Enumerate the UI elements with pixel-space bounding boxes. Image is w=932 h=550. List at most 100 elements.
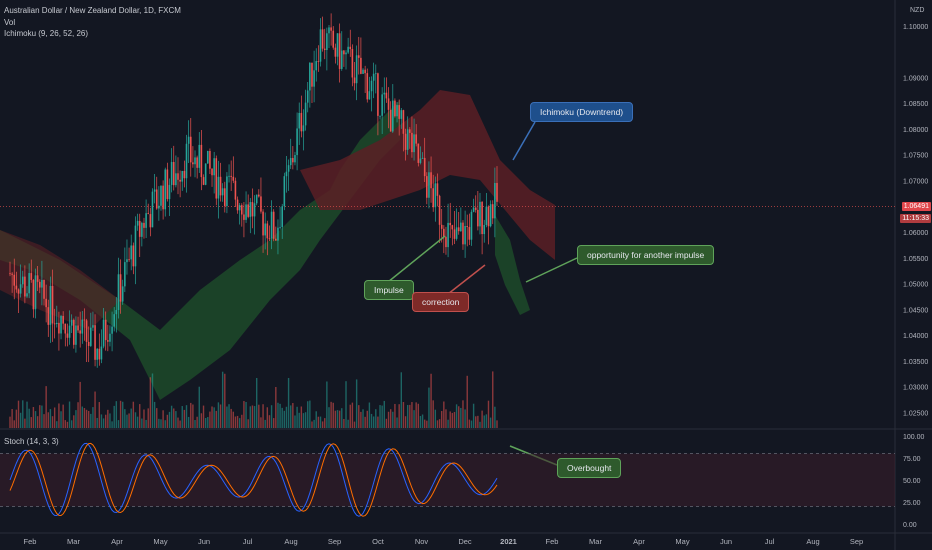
volume-bar [411, 402, 413, 428]
volume-bar [481, 410, 483, 428]
volume-bar [436, 420, 439, 428]
volume-bar [464, 409, 466, 428]
volume-bar [409, 404, 411, 428]
candle-body [387, 98, 390, 110]
volume-bar [434, 409, 437, 428]
axis-unit-label: NZD [910, 7, 924, 14]
volume-bar [17, 400, 20, 428]
candle-body [72, 319, 75, 345]
candle-body [268, 238, 271, 240]
candle-body [185, 143, 188, 179]
correction-arrow [447, 264, 486, 295]
candle-body [345, 52, 347, 55]
volume-bar [32, 407, 35, 428]
candle-body [230, 175, 232, 177]
candle-body [323, 48, 326, 51]
candle-body [321, 29, 324, 49]
candle-body [200, 144, 203, 178]
candle-body [292, 158, 294, 163]
volume-bar [215, 410, 217, 428]
volume-bar [58, 403, 60, 428]
volume-bar [307, 401, 309, 428]
volume-bar [168, 411, 171, 428]
candle-body [53, 323, 56, 325]
volume-bar [68, 401, 71, 428]
candle-body [202, 177, 205, 185]
volume-bar [296, 406, 298, 428]
time-tick-label: Apr [633, 537, 645, 546]
volume-bar [404, 416, 407, 428]
candle-body [349, 46, 352, 50]
candle-body [90, 327, 92, 346]
time-tick-label: May [675, 537, 689, 546]
candle-body [355, 55, 358, 84]
candle-body [434, 183, 437, 208]
candle-body [232, 176, 235, 181]
candle-body [13, 274, 16, 286]
candle-body [347, 46, 349, 53]
volume-bar [270, 405, 273, 428]
candle-body [262, 211, 264, 236]
candle-body [217, 176, 220, 199]
candle-body [436, 183, 439, 196]
candle-body [389, 109, 392, 132]
candle-body [228, 175, 230, 177]
candle-body [187, 136, 190, 144]
candle-body [328, 27, 330, 34]
volume-bar [28, 408, 30, 428]
volume-bar [179, 420, 181, 428]
candle-body [136, 220, 139, 226]
candle-body [160, 185, 162, 206]
candle-body [36, 275, 39, 282]
volume-bar [483, 415, 485, 428]
candle-body [17, 289, 20, 294]
volume-bar [96, 417, 98, 428]
price-tick-label: 1.07500 [903, 153, 928, 160]
volume-bar [141, 418, 143, 428]
volume-bar [266, 407, 269, 428]
candle-body [411, 132, 413, 153]
candle-body [198, 144, 201, 168]
volume-bar [245, 401, 247, 428]
volume-bar [173, 408, 175, 428]
volume-bar [377, 416, 379, 428]
symbol-title: Australian Dollar / New Zealand Dollar, … [4, 6, 181, 15]
candle-body [243, 214, 245, 220]
candle-body [462, 222, 464, 245]
volume-bar [102, 418, 105, 428]
candle-body [238, 205, 241, 211]
price-tick-label: 1.08500 [903, 101, 928, 108]
candle-body [379, 115, 381, 117]
time-tick-label: Dec [458, 537, 472, 546]
candle-body [428, 172, 430, 198]
annotation-correction: correction [412, 292, 470, 312]
price-tick-label: 1.05000 [903, 282, 928, 289]
candle-body [343, 50, 345, 55]
candle-body [477, 209, 479, 227]
candle-body [304, 102, 307, 126]
candle-body [11, 273, 13, 275]
volume-bar [85, 409, 88, 428]
volume-bar [236, 415, 239, 428]
candle-body [298, 112, 301, 129]
candle-body [111, 326, 113, 334]
candle-body [130, 245, 133, 260]
candle-body [28, 273, 30, 294]
candle-body [234, 180, 237, 200]
time-tick-label: Mar [589, 537, 602, 546]
volume-bar [294, 415, 296, 428]
volume-bar [487, 400, 490, 428]
candle-body [226, 176, 228, 206]
volume-bar [217, 402, 220, 428]
volume-bar [73, 415, 75, 428]
volume-bar [232, 411, 234, 428]
candle-body [451, 225, 454, 230]
volume-bar [22, 400, 24, 428]
candle-body [270, 211, 273, 239]
volume-bar [298, 412, 300, 428]
volume-bar [489, 417, 492, 428]
volume-bar [370, 413, 373, 428]
volume-bar [392, 411, 394, 428]
candle-body [311, 62, 313, 87]
